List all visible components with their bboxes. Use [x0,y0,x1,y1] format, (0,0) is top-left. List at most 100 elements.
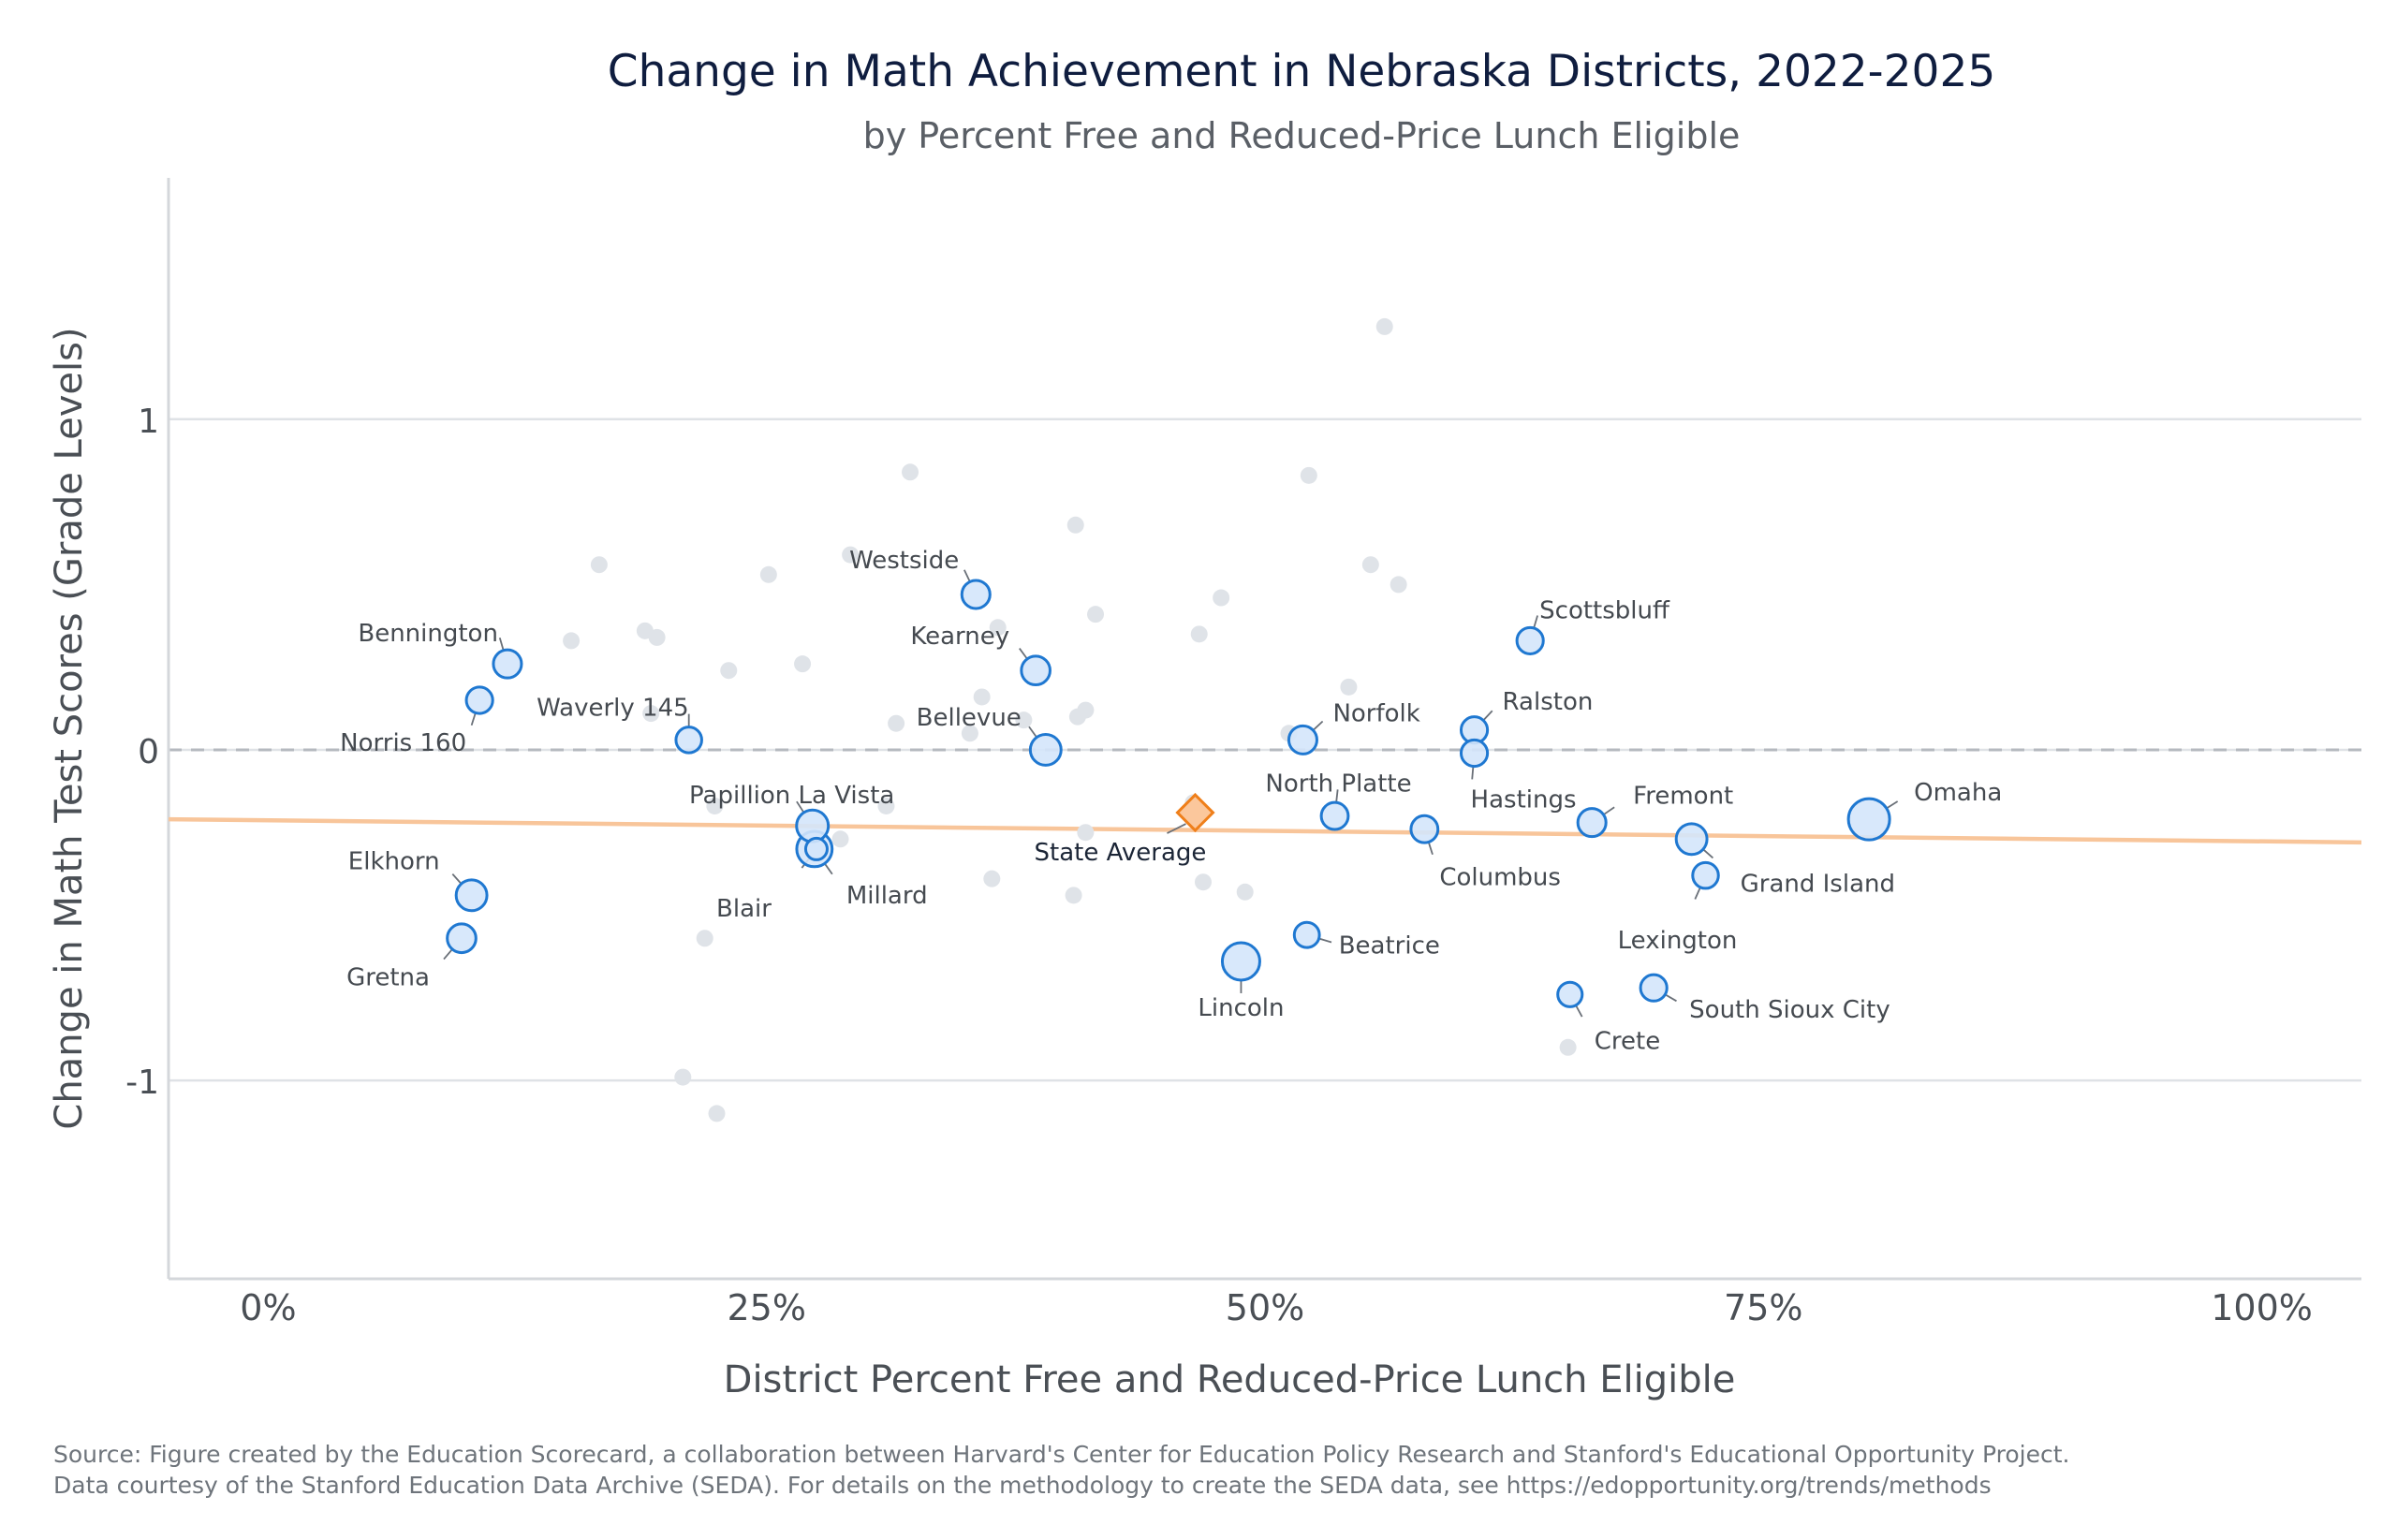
district-label: North Platte [1265,770,1411,799]
district-point-labeled [1287,724,1318,755]
district-label: Elkhorn [348,847,440,875]
district-label: Kearney [910,623,1009,651]
x-tick-label: 50% [1226,1287,1304,1328]
district-point [1213,589,1230,607]
labeled-districts [446,579,1891,1008]
district-point [902,463,919,481]
label-leader [1533,615,1538,629]
district-point [1300,466,1317,484]
state-average-group: State Average [1035,792,1215,867]
district-label: Norris 160 [340,729,466,757]
state-average-leader [1167,823,1186,834]
district-label: Bennington [358,620,498,648]
label-leader [1312,720,1324,731]
district-label: Crete [1595,1027,1660,1055]
x-tick-label: 75% [1724,1287,1802,1328]
district-point [1361,556,1379,574]
y-tick-label: -1 [125,1063,159,1102]
y-tick-label: 0 [138,733,159,771]
district-label: Grand Island [1741,870,1895,898]
district-point [1077,824,1095,842]
district-point-labeled [674,726,703,755]
district-labels: Omaha Lincoln Millard Papillion La Vista Elk… [340,547,2002,1055]
x-tick-label: 0% [240,1287,296,1328]
x-tick-label: 100% [2211,1287,2313,1328]
district-label: Lincoln [1198,994,1284,1022]
district-point-labeled [1020,654,1051,687]
other-districts [563,317,1577,1122]
district-point [794,655,812,673]
district-point [759,565,777,583]
label-leader [1471,766,1475,780]
district-point-labeled [1576,807,1608,839]
district-point-labeled [803,836,829,861]
label-leader [1603,806,1615,815]
label-leader [1664,993,1677,1003]
district-point [989,619,1007,637]
label-leader [1702,848,1714,859]
axes [167,178,2361,1281]
label-leader [796,800,805,814]
district-point [973,688,991,706]
district-label: Scottsbluff [1539,596,1670,624]
label-leader [1019,648,1028,660]
district-point [642,705,660,723]
district-label: Hastings [1471,785,1577,814]
district-point-labeled [446,922,478,955]
district-point [842,546,860,564]
district-point-labeled [1846,797,1891,842]
x-tick-label: 25% [727,1287,805,1328]
district-point [696,930,713,947]
district-point [983,870,1001,887]
district-label: Lexington [1618,927,1738,955]
label-leader [451,873,463,885]
district-point [1340,678,1358,696]
source-line-2: Data courtesy of the Stanford Education … [53,1472,1992,1499]
chart-subtitle: by Percent Free and Reduced-Price Lunch … [863,115,1741,156]
label-leader [824,862,833,875]
label-leader [1335,789,1339,803]
tick-labels: 1 0 -1 0% 25% 50% 75% 100% [125,403,2313,1328]
label-leader [1028,726,1037,739]
district-label: Omaha [1914,779,2002,807]
district-label: Norfolk [1332,699,1419,727]
district-point [706,797,724,814]
district-label: Gretna [346,963,430,991]
label-leader [498,638,505,651]
state-average-label: State Average [1035,839,1207,867]
district-point [1559,1038,1577,1056]
district-point-labeled [1674,822,1709,857]
district-point [1087,606,1105,623]
district-label: Bellevue [917,704,1022,732]
district-label: Papillion La Vista [689,782,894,810]
district-point-labeled [1556,980,1584,1008]
district-point [888,714,905,732]
district-point [961,725,978,742]
label-leader [470,712,477,726]
district-label: Ralston [1503,688,1594,716]
district-point [708,1105,726,1122]
district-point-labeled [464,685,494,715]
label-leader [1694,887,1701,900]
district-point [1065,887,1082,904]
district-point [563,632,581,650]
district-point [1066,516,1084,534]
district-point-labeled [492,648,523,680]
district-point-labeled [1639,973,1669,1003]
district-point-labeled [795,808,831,843]
district-label: Westside [849,547,959,575]
district-point [1190,625,1208,643]
district-label: Fremont [1633,783,1733,811]
district-point-labeled [1292,920,1321,949]
district-label: South Sioux City [1689,996,1890,1024]
x-axis-label: District Percent Free and Reduced-Price … [724,1358,1736,1401]
district-point [1390,576,1407,594]
label-leader [1886,800,1899,810]
label-leader [443,948,453,961]
district-label: Blair [716,895,772,923]
district-point-labeled [454,878,489,913]
label-leader [1575,1005,1583,1018]
district-point [1015,711,1033,729]
district-point [1375,317,1393,335]
